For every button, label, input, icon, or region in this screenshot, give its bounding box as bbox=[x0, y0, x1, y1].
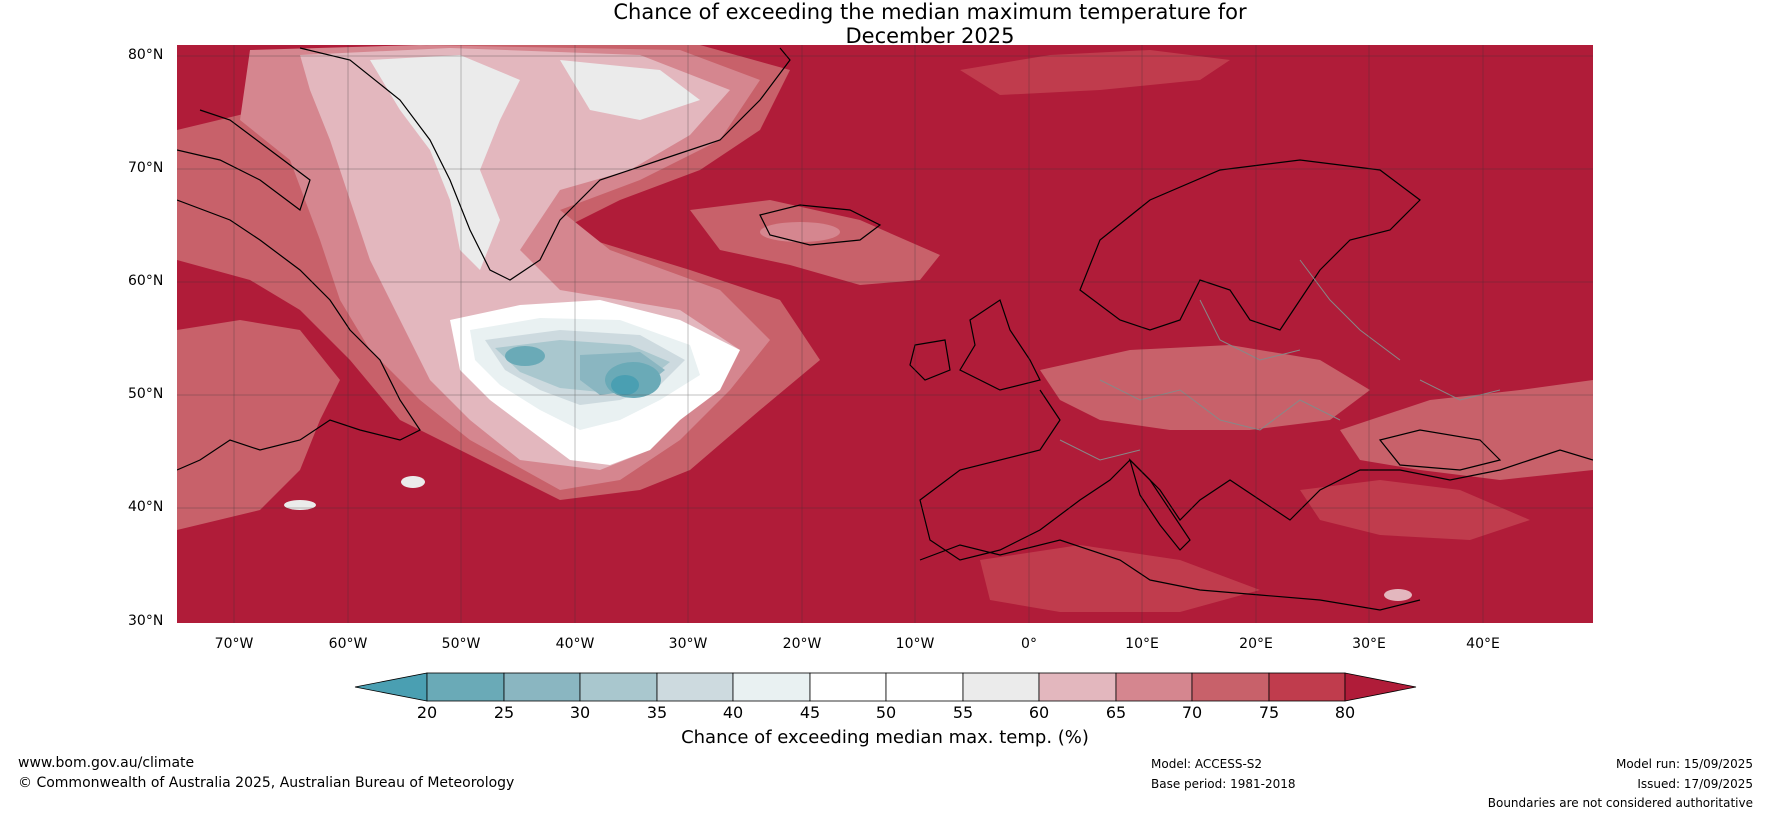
border-lines bbox=[1059, 259, 1501, 461]
lon-label-30e: 30°E bbox=[1352, 636, 1386, 652]
contour-newfoundland-light bbox=[401, 476, 425, 488]
contour-20-25-atlantic-b bbox=[505, 346, 545, 366]
colorbar-tick-55: 55 bbox=[952, 703, 974, 722]
contour-below-20 bbox=[611, 375, 639, 395]
map-area bbox=[177, 45, 1593, 623]
footer-base-period: Base period: 1981-2018 bbox=[1151, 777, 1296, 791]
contour-turkey bbox=[1300, 480, 1530, 540]
lat-label-60n: 60°N bbox=[128, 273, 164, 289]
colorbar-high-arrow bbox=[1344, 672, 1417, 702]
colorbar-tick-40: 40 bbox=[722, 703, 744, 722]
lat-label-30n: 30°N bbox=[128, 613, 164, 629]
lat-label-70n: 70°N bbox=[128, 160, 164, 176]
lon-label-70w: 70°W bbox=[214, 636, 254, 652]
title-line2: December 2025 bbox=[845, 24, 1015, 48]
colorbar-bin-70-75 bbox=[1191, 672, 1270, 702]
baffin-coast bbox=[177, 109, 311, 211]
lon-label-10e: 10°E bbox=[1125, 636, 1159, 652]
colorbar-bin-45-50 bbox=[809, 672, 887, 702]
lon-label-30w: 30°W bbox=[668, 636, 708, 652]
lon-label-50w: 50°W bbox=[441, 636, 481, 652]
labrador-coast bbox=[177, 199, 421, 471]
footer-disclaimer: Boundaries are not considered authoritat… bbox=[1487, 796, 1753, 810]
colorbar-bin-75-80 bbox=[1268, 672, 1346, 702]
colorbar-bin-20-25 bbox=[426, 672, 505, 702]
colorbar-tick-80: 80 bbox=[1334, 703, 1356, 722]
contour-black-sea bbox=[1340, 380, 1593, 480]
ireland-coast bbox=[909, 339, 951, 381]
contour-arctic-east bbox=[960, 50, 1230, 95]
colorbar-tick-75: 75 bbox=[1258, 703, 1280, 722]
colorbar bbox=[354, 672, 1417, 702]
contour-iceland bbox=[690, 200, 940, 285]
colorbar-tick-50: 50 bbox=[875, 703, 897, 722]
lon-label-20e: 20°E bbox=[1239, 636, 1273, 652]
contour-iceland-light bbox=[760, 222, 840, 242]
footer-website: www.bom.gov.au/climate bbox=[18, 755, 195, 771]
colorbar-bin-25-30 bbox=[503, 672, 581, 702]
colorbar-tick-60: 60 bbox=[1028, 703, 1050, 722]
borders bbox=[1059, 259, 1501, 461]
colorbar-tick-20: 20 bbox=[416, 703, 438, 722]
lon-label-40w: 40°W bbox=[555, 636, 595, 652]
footer-model-run: Model run: 15/09/2025 bbox=[1615, 757, 1753, 771]
footer-model: Model: ACCESS-S2 bbox=[1151, 757, 1263, 771]
lon-label-10w: 10°W bbox=[895, 636, 935, 652]
north-africa-coast bbox=[919, 539, 1421, 611]
colorbar-tick-25: 25 bbox=[493, 703, 515, 722]
lon-label-60w: 60°W bbox=[328, 636, 368, 652]
contour-east-med-light bbox=[1384, 589, 1412, 601]
colorbar-bin-30-35 bbox=[579, 672, 658, 702]
colorbar-label: Chance of exceeding median max. temp. (%… bbox=[681, 727, 1089, 748]
europe-coast bbox=[919, 389, 1593, 561]
colorbar-tick-30: 30 bbox=[569, 703, 591, 722]
graticule bbox=[177, 45, 1593, 623]
title-line1: Chance of exceeding the median maximum t… bbox=[613, 0, 1247, 24]
colorbar-tick-65: 65 bbox=[1105, 703, 1127, 722]
lon-label-40e: 40°E bbox=[1466, 636, 1500, 652]
iceland-coast bbox=[759, 204, 882, 246]
lat-label-50n: 50°N bbox=[128, 386, 164, 402]
colorbar-bin-55-60 bbox=[962, 672, 1040, 702]
lat-label-40n: 40°N bbox=[128, 499, 164, 515]
lon-label-20w: 20°W bbox=[782, 636, 822, 652]
britain-coast bbox=[959, 299, 1041, 391]
contour-europe-central bbox=[1040, 345, 1370, 430]
colorbar-tick-70: 70 bbox=[1181, 703, 1203, 722]
chart-title: Chance of exceeding the median maximum t… bbox=[0, 0, 1770, 48]
colorbar-bin-35-40 bbox=[656, 672, 734, 702]
colorbar-bin-60-65 bbox=[1038, 672, 1117, 702]
lat-label-80n: 80°N bbox=[128, 47, 164, 63]
colorbar-bin-40-45 bbox=[732, 672, 811, 702]
colorbar-low-arrow bbox=[354, 672, 428, 702]
contour-65-70-labrador bbox=[177, 320, 340, 530]
footer-copyright: © Commonwealth of Australia 2025, Austra… bbox=[18, 775, 515, 791]
black-sea-coast bbox=[1378, 429, 1502, 471]
colorbar-bin-65-70 bbox=[1115, 672, 1193, 702]
contour-light-greenland-2 bbox=[560, 60, 700, 120]
coastlines bbox=[177, 47, 1593, 611]
contour-light-greenland bbox=[370, 55, 520, 270]
greenland-coast bbox=[299, 47, 791, 281]
italy-coast bbox=[1128, 457, 1191, 551]
footer-issued: Issued: 17/09/2025 bbox=[1637, 777, 1753, 791]
colorbar-bin-50-55 bbox=[885, 672, 964, 702]
scandinavia-coast bbox=[1079, 159, 1421, 331]
lon-label-0: 0° bbox=[1021, 636, 1037, 652]
contour-north-africa bbox=[980, 545, 1260, 612]
contour-canada-light bbox=[284, 500, 316, 510]
colorbar-tick-45: 45 bbox=[799, 703, 821, 722]
colorbar-tick-35: 35 bbox=[646, 703, 668, 722]
